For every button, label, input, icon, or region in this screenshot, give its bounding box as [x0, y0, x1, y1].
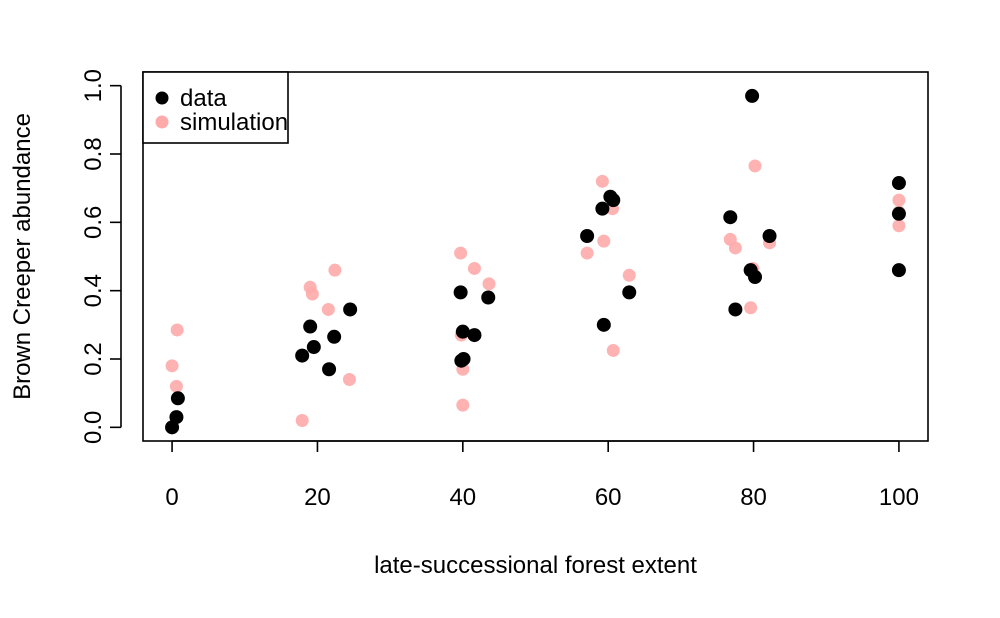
legend-label: simulation: [180, 109, 288, 136]
legend-marker: [155, 91, 169, 105]
simulation-point: [597, 234, 611, 248]
x-tick-label: 80: [740, 484, 767, 511]
legend-box: [142, 71, 289, 144]
simulation-point: [622, 268, 636, 282]
data-point: [891, 176, 906, 191]
data-point: [467, 328, 482, 343]
simulation-point: [165, 359, 179, 373]
data-point: [343, 302, 358, 317]
data-point: [745, 88, 760, 103]
data-point: [327, 329, 342, 344]
y-axis: 0.0 0.2 0.4 0.6 0.8 1.0: [80, 69, 122, 444]
data-point: [596, 317, 611, 332]
simulation-point: [580, 246, 594, 260]
data-point: [748, 270, 763, 284]
data-point: [456, 352, 471, 366]
y-axis-title: Brown Creeper abundance: [9, 113, 36, 400]
simulation-point: [744, 301, 758, 315]
simulation-point: [728, 241, 742, 255]
simulation-point: [328, 263, 342, 277]
legend-marker: [155, 115, 169, 129]
data-point: [595, 201, 610, 216]
data-point: [728, 302, 743, 317]
data-point: [481, 290, 496, 305]
simulation-point: [305, 287, 319, 301]
x-tick-label: 20: [304, 484, 331, 511]
simulation-point: [748, 159, 762, 173]
x-axis: 0 20 40 60 80 100: [165, 440, 919, 511]
data-point: [580, 229, 595, 243]
data-point: [606, 193, 621, 208]
data-point: [891, 206, 906, 221]
data-point: [622, 285, 637, 300]
simulation-point: [169, 379, 183, 393]
y-tick-label: 0.2: [80, 342, 107, 375]
data-points: [165, 88, 906, 435]
data-point: [322, 362, 337, 377]
y-tick-label: 0.0: [80, 411, 107, 444]
data-point: [453, 285, 468, 300]
y-tick-label: 0.4: [80, 274, 107, 307]
data-point: [891, 263, 906, 278]
data-point: [762, 229, 777, 243]
simulation-point: [170, 323, 184, 337]
y-tick-label: 0.8: [80, 137, 107, 170]
y-tick-label: 1.0: [80, 69, 107, 102]
data-point: [170, 391, 185, 406]
data-point: [295, 348, 310, 363]
simulation-point: [482, 277, 496, 291]
data-point: [723, 210, 738, 225]
data-point: [455, 324, 470, 339]
simulation-point: [454, 246, 468, 260]
x-tick-label: 100: [879, 484, 919, 511]
x-tick-label: 40: [449, 484, 476, 511]
data-point: [303, 319, 318, 334]
simulation-point: [321, 302, 335, 316]
simulation-point: [595, 174, 609, 188]
data-point: [169, 410, 184, 425]
x-tick-label: 60: [595, 484, 622, 511]
simulation-point: [342, 373, 356, 386]
x-tick-label: 0: [165, 484, 178, 511]
simulation-point: [456, 398, 470, 412]
legend-label: data: [180, 85, 227, 112]
simulation-point: [295, 414, 309, 427]
data-point: [306, 340, 321, 355]
simulation-point: [606, 343, 620, 357]
simulation-point: [892, 193, 906, 207]
plot-frame: [142, 71, 929, 442]
simulation-point: [892, 219, 906, 233]
y-tick-label: 0.6: [80, 206, 107, 239]
x-axis-title: late-successional forest extent: [374, 552, 697, 579]
simulation-point: [467, 261, 481, 275]
